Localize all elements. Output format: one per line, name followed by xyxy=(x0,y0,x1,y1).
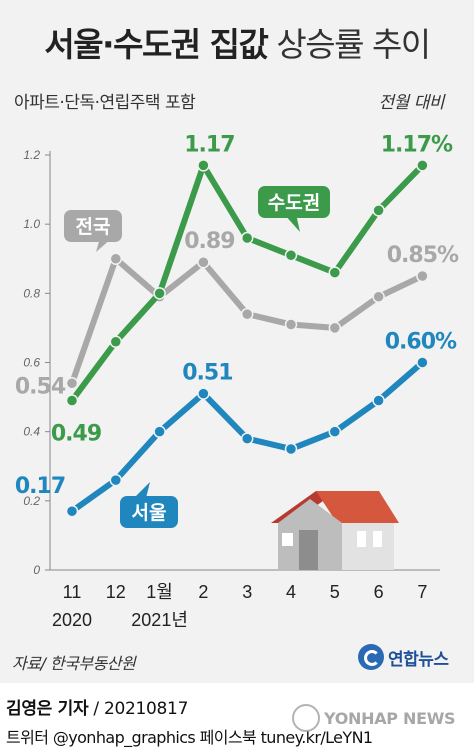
chart-panel xyxy=(0,0,474,683)
y-tick-label: 0 xyxy=(33,563,40,577)
publish-date: / 20210817 xyxy=(88,699,189,719)
yonhap-logo: 연합뉴스 xyxy=(358,642,449,672)
social-links: 트위터 @yonhap_graphics 페이스북 tuney.kr/LeYN1 xyxy=(6,728,373,747)
data-point xyxy=(372,394,385,407)
chart-unit-label: 전월 대비 xyxy=(378,93,445,113)
title-sub: 상승률 추이 xyxy=(276,25,431,64)
x-year-label: 2021년 xyxy=(131,610,188,630)
x-tick-label: 12 xyxy=(106,582,126,602)
series-name-label: 전국 xyxy=(76,216,111,238)
data-point xyxy=(109,252,123,265)
series-name-label: 수도권 xyxy=(268,192,320,214)
data-point xyxy=(153,425,166,438)
title-main: 서울·수도권 집값 xyxy=(44,25,269,64)
data-point xyxy=(65,504,79,518)
x-tick-label: 1월 xyxy=(146,582,173,602)
data-label: 0.60% xyxy=(385,330,457,355)
data-point xyxy=(284,318,298,331)
data-point xyxy=(197,255,210,269)
data-point xyxy=(284,249,298,262)
data-point xyxy=(153,287,166,300)
yonhap-watermark: YONHAP NEWS xyxy=(292,703,456,733)
data-label: 0.51 xyxy=(182,361,232,386)
yonhap-logo-text: 연합뉴스 xyxy=(388,649,449,670)
data-point xyxy=(372,204,385,217)
data-label: 0.54 xyxy=(15,374,66,399)
data-point xyxy=(65,394,79,407)
data-point xyxy=(109,335,123,348)
series-callout: 서울 xyxy=(120,482,178,528)
data-point xyxy=(197,159,210,172)
data-label: 0.49 xyxy=(51,422,101,447)
data-label: 1.17 xyxy=(184,132,234,157)
data-point xyxy=(284,442,298,456)
y-tick-label: 0.4 xyxy=(23,425,40,439)
y-tick-label: 0.2 xyxy=(23,494,40,508)
data-point xyxy=(328,425,342,438)
data-point xyxy=(197,387,210,400)
callout-box xyxy=(120,496,178,528)
byline: 김영은 기자 / 20210817 xyxy=(6,694,188,719)
data-label: 0.89 xyxy=(184,229,234,254)
data-point xyxy=(109,473,123,487)
x-tick-label: 4 xyxy=(286,582,296,602)
series-callout: 수도권 xyxy=(258,186,330,232)
data-point xyxy=(65,377,79,390)
y-tick-label: 1.0 xyxy=(23,217,40,231)
data-point xyxy=(240,307,254,321)
data-point xyxy=(416,356,429,369)
series-line xyxy=(69,255,426,387)
chart-subtitle: 아파트·단독·연립주택 포함 xyxy=(14,93,196,113)
data-point xyxy=(328,266,342,279)
callout-box xyxy=(64,210,122,242)
data-point xyxy=(240,231,254,245)
y-tick-label: 1.2 xyxy=(23,148,40,162)
x-tick-label: 2 xyxy=(198,582,208,602)
series-name-label: 서울 xyxy=(132,502,167,524)
x-tick-label: 11 xyxy=(63,582,82,602)
data-point xyxy=(416,159,429,172)
data-label: 1.17% xyxy=(381,132,453,157)
series-line xyxy=(69,162,426,404)
y-tick-label: 0.8 xyxy=(23,286,40,300)
watermark-text: YONHAP NEWS xyxy=(324,708,456,728)
watermark-icon xyxy=(292,704,320,732)
callout-pointer xyxy=(134,482,150,498)
data-point xyxy=(240,432,254,445)
line-chart: 0 0.2 0.4 0.6 0.8 1.0 1.2 11 12 1월 2 3 4 5 6 7 2020 2021년… xyxy=(15,132,460,630)
x-year-label: 2020 xyxy=(52,610,92,630)
data-label: 0.17 xyxy=(15,474,65,499)
x-tick-label: 3 xyxy=(242,582,252,602)
reporter-name: 김영은 기자 xyxy=(6,699,89,719)
callout-box xyxy=(258,186,330,218)
house-icon xyxy=(271,491,399,570)
data-point xyxy=(416,269,429,283)
callout-pointer xyxy=(284,214,300,232)
source-note: 자료/ 한국부동산원 xyxy=(12,654,136,673)
yonhap-logo-icon xyxy=(358,644,384,670)
x-tick-label: 7 xyxy=(417,582,427,602)
data-point xyxy=(372,290,385,304)
x-tick-label: 5 xyxy=(330,582,340,602)
x-tick-label: 6 xyxy=(374,582,384,602)
series-callout: 전국 xyxy=(64,210,122,252)
page-title: 서울·수도권 집값 상승률 추이 xyxy=(0,18,474,66)
data-label: 0.85% xyxy=(387,243,459,268)
y-tick-label: 0.6 xyxy=(23,356,40,370)
data-point xyxy=(328,321,342,335)
